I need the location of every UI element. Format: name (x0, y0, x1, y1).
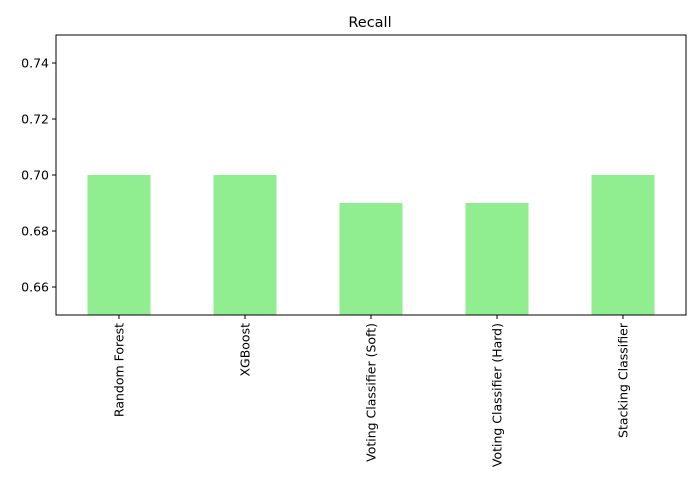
x-tick-label-4: Stacking Classifier (616, 322, 631, 438)
y-axis-ticks: 0.66 0.68 0.70 0.72 0.74 (21, 56, 56, 295)
bar-1 (213, 175, 277, 315)
bar-0 (87, 175, 151, 315)
x-axis-ticks: Random Forest XGBoost Voting Classifier (S… (112, 315, 631, 467)
y-tick-label-3: 0.72 (21, 112, 49, 127)
bar-2 (339, 203, 403, 315)
bar-4 (591, 175, 655, 315)
bars-layer (87, 175, 655, 315)
y-tick-label-1: 0.68 (21, 224, 49, 239)
x-tick-label-0: Random Forest (112, 323, 127, 417)
chart-title: Recall (348, 15, 391, 31)
y-tick-label-2: 0.70 (21, 168, 49, 183)
bar-3 (465, 203, 529, 315)
x-tick-label-3: Voting Classifier (Hard) (490, 323, 505, 467)
x-tick-label-2: Voting Classifier (Soft) (364, 323, 379, 462)
y-tick-label-0: 0.66 (21, 280, 49, 295)
y-tick-label-4: 0.74 (21, 56, 49, 71)
x-tick-label-1: XGBoost (238, 323, 253, 377)
